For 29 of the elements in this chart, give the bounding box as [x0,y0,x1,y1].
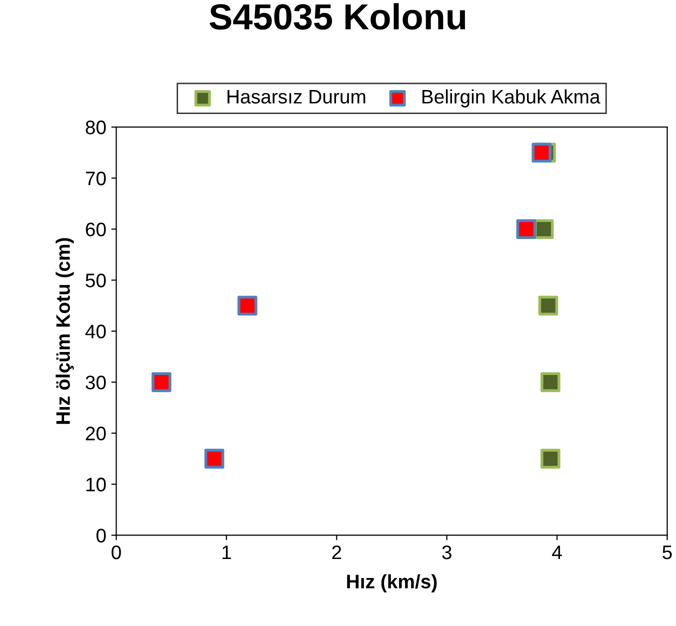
point [538,296,558,316]
chart-title: S45035 Kolonu [210,3,466,30]
point [540,448,560,469]
y-axis-title: Hız ölçüm Kotu (cm) [56,238,74,424]
x-tick-label: 1 [222,546,231,560]
y-tick-label: 70 [86,172,106,186]
y-tick-label: 30 [86,376,106,390]
point [152,372,172,392]
y-tick-label: 50 [86,274,106,288]
legend-label: Belirgin Kabuk Akma [422,89,600,108]
x-tick-label: 3 [442,545,452,560]
x-axis-title: Hız (km/s) [347,574,437,592]
x-tick-label: 2 [332,545,342,560]
y-tick-label: 80 [86,120,106,134]
x-tick-label: 0 [112,545,121,560]
y-tick-label: 0 [96,528,106,542]
y-tick-label: 60 [86,222,106,236]
x-tick-label: 5 [662,546,672,560]
point [238,296,258,316]
x-tick-label: 4 [552,546,562,560]
point [204,448,224,469]
point [532,142,552,162]
y-tick-label: 40 [85,324,106,338]
legend-label: Hasarsız Durum [228,90,366,104]
y-tick-label: 10 [86,478,106,492]
y-tick-label: 20 [86,426,106,440]
point [516,219,536,240]
point [534,219,554,240]
point [540,372,560,392]
